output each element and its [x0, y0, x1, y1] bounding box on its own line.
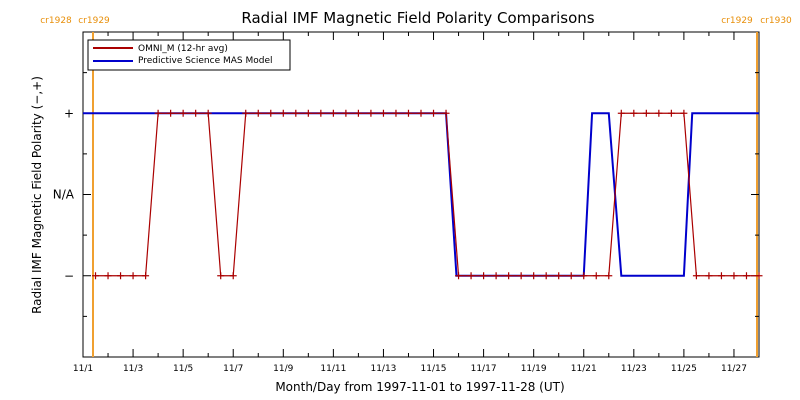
omni-point: [117, 272, 125, 280]
y-tick-label: N/A: [53, 188, 75, 202]
omni-point: [379, 109, 387, 117]
x-tick-label: 11/9: [273, 364, 293, 374]
mas-model-line: [83, 112, 759, 277]
omni-point: [630, 109, 638, 117]
omni-point: [580, 272, 588, 280]
omni-point: [442, 109, 450, 117]
x-tick-label: 11/1: [73, 364, 93, 374]
omni-point: [304, 109, 312, 117]
omni-point: [204, 109, 212, 117]
plot-frame: [82, 31, 760, 358]
legend-label-omni: OMNI_M (12-hr avg): [138, 44, 228, 54]
omni-point: [730, 272, 738, 280]
omni-point: [530, 272, 538, 280]
omni-point: [567, 272, 575, 280]
omni-point: [517, 272, 525, 280]
x-tick-label: 11/5: [173, 364, 193, 374]
omni-point: [267, 109, 275, 117]
omni-point: [667, 109, 675, 117]
omni-point: [192, 109, 200, 117]
omni-point: [154, 109, 162, 117]
omni-point: [705, 272, 713, 280]
omni-point: [354, 109, 362, 117]
carrington-label-start-b: cr1929: [78, 16, 110, 26]
omni-point: [467, 272, 475, 280]
x-axis-label: Month/Day from 1997-11-01 to 1997-11-28 …: [275, 380, 564, 394]
omni-point: [404, 109, 412, 117]
omni-point: [129, 272, 137, 280]
x-tick-label: 11/3: [123, 364, 143, 374]
omni-point: [92, 272, 100, 280]
y-axis-label: Radial IMF Magnetic Field Polarity (−,+): [30, 76, 44, 314]
omni-point: [592, 272, 600, 280]
legend: OMNI_M (12-hr avg) Predictive Science MA…: [87, 39, 291, 71]
legend-box: [87, 39, 291, 71]
legend-label-mas: Predictive Science MAS Model: [138, 56, 273, 66]
y-tick-label: +: [64, 106, 74, 120]
omni-line: [95, 112, 759, 277]
carrington-label-start-a: cr1928: [40, 16, 72, 26]
x-tick-label: 11/15: [421, 364, 447, 374]
x-tick-label: 11/27: [721, 364, 747, 374]
omni-point: [742, 272, 750, 280]
omni-point: [430, 109, 438, 117]
omni-point: [417, 109, 425, 117]
x-tick-label: 11/23: [621, 364, 647, 374]
omni-point: [317, 109, 325, 117]
x-tick-label: 11/21: [571, 364, 597, 374]
omni-point: [505, 272, 513, 280]
y-axis-ticks: − N/A +: [53, 72, 759, 317]
omni-point: [104, 272, 112, 280]
carrington-label-end-b: cr1930: [760, 16, 792, 26]
omni-point: [367, 109, 375, 117]
x-tick-label: 11/19: [521, 364, 547, 374]
omni-point: [655, 109, 663, 117]
x-tick-label: 11/11: [320, 364, 346, 374]
omni-point: [692, 272, 700, 280]
y-tick-label: −: [64, 269, 74, 283]
omni-point: [179, 109, 187, 117]
omni-point: [455, 272, 463, 280]
x-tick-label: 11/25: [671, 364, 697, 374]
omni-series: [92, 109, 763, 280]
omni-point: [680, 109, 688, 117]
chart-title: Radial IMF Magnetic Field Polarity Compa…: [241, 9, 594, 27]
omni-point: [755, 272, 763, 280]
x-tick-label: 11/7: [223, 364, 243, 374]
mas-model-series: [83, 112, 759, 277]
omni-point: [242, 109, 250, 117]
omni-point: [142, 272, 150, 280]
omni-point: [279, 109, 287, 117]
omni-point: [717, 272, 725, 280]
omni-point: [329, 109, 337, 117]
omni-point: [542, 272, 550, 280]
omni-point: [617, 109, 625, 117]
omni-point: [555, 272, 563, 280]
omni-point: [229, 272, 237, 280]
omni-point: [342, 109, 350, 117]
x-axis-ticks: 11/1 11/3 11/5 11/7 11/9 11/11 11/13 11/15 11/17…: [73, 32, 760, 374]
omni-point: [167, 109, 175, 117]
omni-point: [254, 109, 262, 117]
omni-point: [480, 272, 488, 280]
omni-point: [642, 109, 650, 117]
omni-point: [292, 109, 300, 117]
x-tick-label: 11/13: [370, 364, 396, 374]
omni-point: [492, 272, 500, 280]
x-tick-label: 11/17: [471, 364, 497, 374]
carrington-label-end-a: cr1929: [721, 16, 753, 26]
omni-point: [217, 272, 225, 280]
omni-point: [392, 109, 400, 117]
omni-point: [605, 272, 613, 280]
